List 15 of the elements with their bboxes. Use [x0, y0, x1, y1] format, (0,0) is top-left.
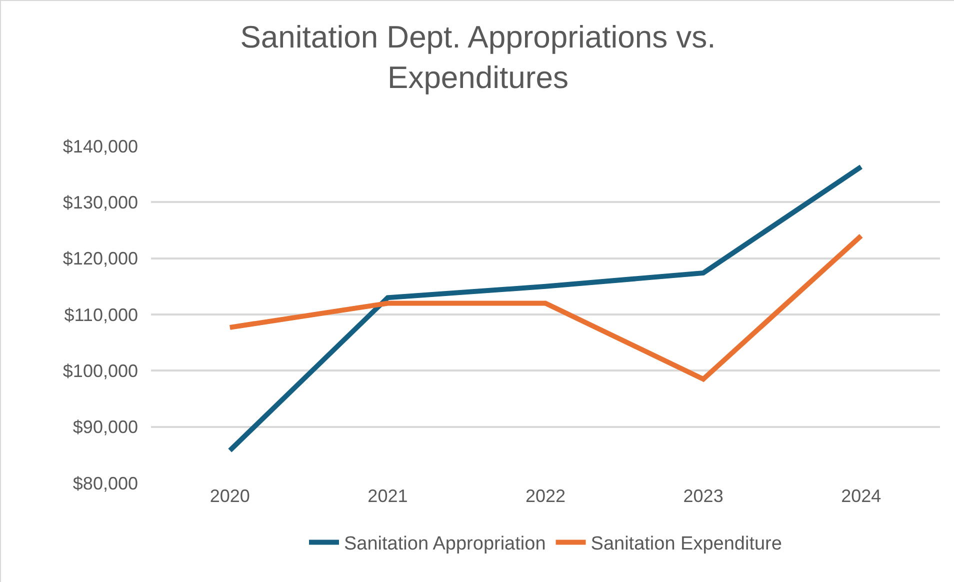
y-tick-label: $130,000	[62, 192, 138, 212]
y-tick-label: $90,000	[72, 417, 138, 438]
y-tick-label: $120,000	[62, 248, 138, 269]
x-tick-label: 2024	[841, 486, 882, 506]
x-tick-label: 2022	[525, 486, 566, 506]
chart-title: Sanitation Dept. Appropriations vs. Expenditures	[240, 20, 716, 95]
y-tick-label: $110,000	[64, 304, 138, 325]
x-tick-label: 2021	[368, 486, 408, 506]
y-tick-label: $140,000	[62, 136, 138, 156]
legend-label: Sanitation Expenditure	[590, 534, 782, 555]
y-tick-label: $80,000	[72, 473, 138, 494]
x-tick-label: 2023	[683, 486, 724, 506]
y-tick-label: $100,000	[62, 360, 138, 381]
legend-label: Sanitation Appropriation	[344, 534, 546, 555]
x-tick-label: 2020	[210, 486, 250, 506]
